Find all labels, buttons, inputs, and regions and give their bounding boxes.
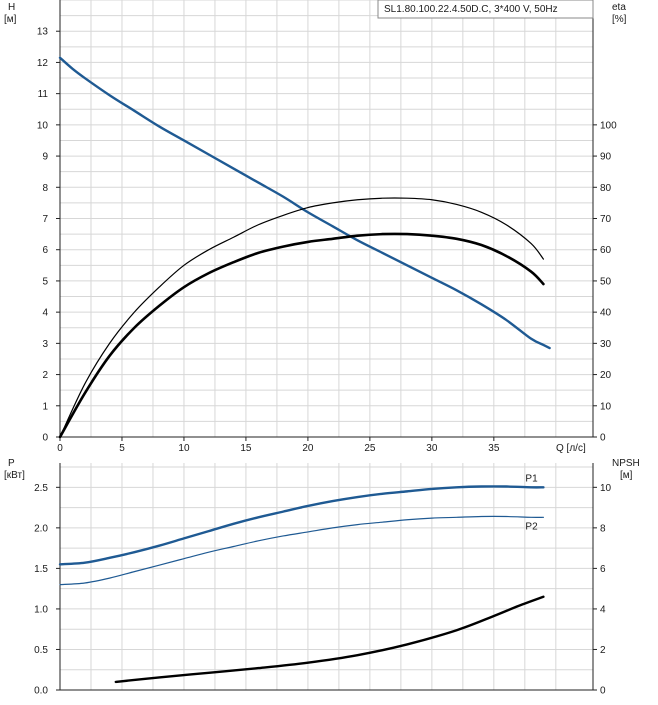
npsh-axis-unit: [м] xyxy=(620,470,633,481)
top-left-tick-label: 2 xyxy=(42,370,48,381)
h-axis-label: H xyxy=(8,2,15,13)
bottom-left-tick-label: 2.0 xyxy=(34,523,48,534)
x-tick-label: 30 xyxy=(426,443,438,454)
bottom-left-tick-label: 2.5 xyxy=(34,483,48,494)
title-box xyxy=(377,0,594,19)
eta-axis-unit: [%] xyxy=(612,14,627,25)
series-P2-line xyxy=(59,515,545,586)
top-left-tick-label: 7 xyxy=(42,214,48,225)
top-right-tick-label: 0 xyxy=(600,433,606,444)
p-axis-label: P xyxy=(8,458,15,469)
series-P2-label: P2 xyxy=(525,521,538,532)
top-right-tick-label: 90 xyxy=(600,152,612,163)
bottom-right-tick-label: 0 xyxy=(600,686,606,697)
top-left-tick-label: 1 xyxy=(42,401,48,412)
x-tick-label: 10 xyxy=(178,443,190,454)
x-tick-label: 20 xyxy=(302,443,314,454)
h-axis-unit: [м] xyxy=(4,14,17,25)
series-eta_bold-line xyxy=(58,232,545,439)
bottom-left-tick-label: 0.0 xyxy=(34,686,48,697)
x-tick-label: 0 xyxy=(57,443,63,454)
x-tick-label: 25 xyxy=(364,443,376,454)
top-left-tick-label: 9 xyxy=(42,152,48,163)
top-left-tick-label: 0 xyxy=(42,433,48,444)
top-left-tick-label: 3 xyxy=(42,339,48,350)
eta-axis-label: eta xyxy=(612,2,626,13)
top-left-tick-label: 13 xyxy=(37,27,49,38)
series-P1-line xyxy=(58,485,545,566)
series-H-line xyxy=(58,56,551,350)
top-left-tick-label: 4 xyxy=(42,308,48,319)
top-right-tick-label: 80 xyxy=(600,183,612,194)
top-left-tick-label: 6 xyxy=(42,245,48,256)
bottom-right-tick-label: 4 xyxy=(600,604,606,615)
npsh-axis-label: NPSH xyxy=(612,458,640,469)
x-tick-label: 35 xyxy=(488,443,500,454)
top-right-tick-label: 70 xyxy=(600,214,612,225)
series-P1-label: P1 xyxy=(525,473,538,484)
top-right-tick-label: 10 xyxy=(600,401,612,412)
top-right-tick-label: 40 xyxy=(600,308,612,319)
top-right-tick-label: 60 xyxy=(600,245,612,256)
top-left-tick-label: 11 xyxy=(38,89,49,100)
p-axis-unit: [кВт] xyxy=(4,470,25,481)
x-tick-label: 15 xyxy=(240,443,252,454)
top-left-tick-label: 5 xyxy=(42,276,48,287)
bottom-left-tick-label: 1.5 xyxy=(34,564,48,575)
top-right-tick-label: 20 xyxy=(600,370,612,381)
top-left-tick-label: 8 xyxy=(42,183,48,194)
bottom-right-tick-label: 2 xyxy=(600,645,606,656)
bottom-right-tick-label: 8 xyxy=(600,523,606,534)
x-axis-label: Q [л/с] xyxy=(556,443,586,454)
series-eta_thin-line xyxy=(59,197,545,438)
top-right-tick-label: 50 xyxy=(600,276,612,287)
top-right-tick-label: 30 xyxy=(600,339,612,350)
chart-title: SL1.80.100.22.4.50D.C, 3*400 V, 50Hz xyxy=(384,4,558,15)
top-left-tick-label: 10 xyxy=(37,120,49,131)
series-NPSH-line xyxy=(114,595,545,684)
x-tick-label: 5 xyxy=(119,443,125,454)
bottom-left-tick-label: 1.0 xyxy=(34,604,48,615)
bottom-left-tick-label: 0.5 xyxy=(34,645,48,656)
bottom-right-tick-label: 10 xyxy=(600,483,612,494)
top-right-tick-label: 100 xyxy=(600,120,617,131)
bottom-right-tick-label: 6 xyxy=(600,564,606,575)
top-left-tick-label: 12 xyxy=(37,58,49,69)
